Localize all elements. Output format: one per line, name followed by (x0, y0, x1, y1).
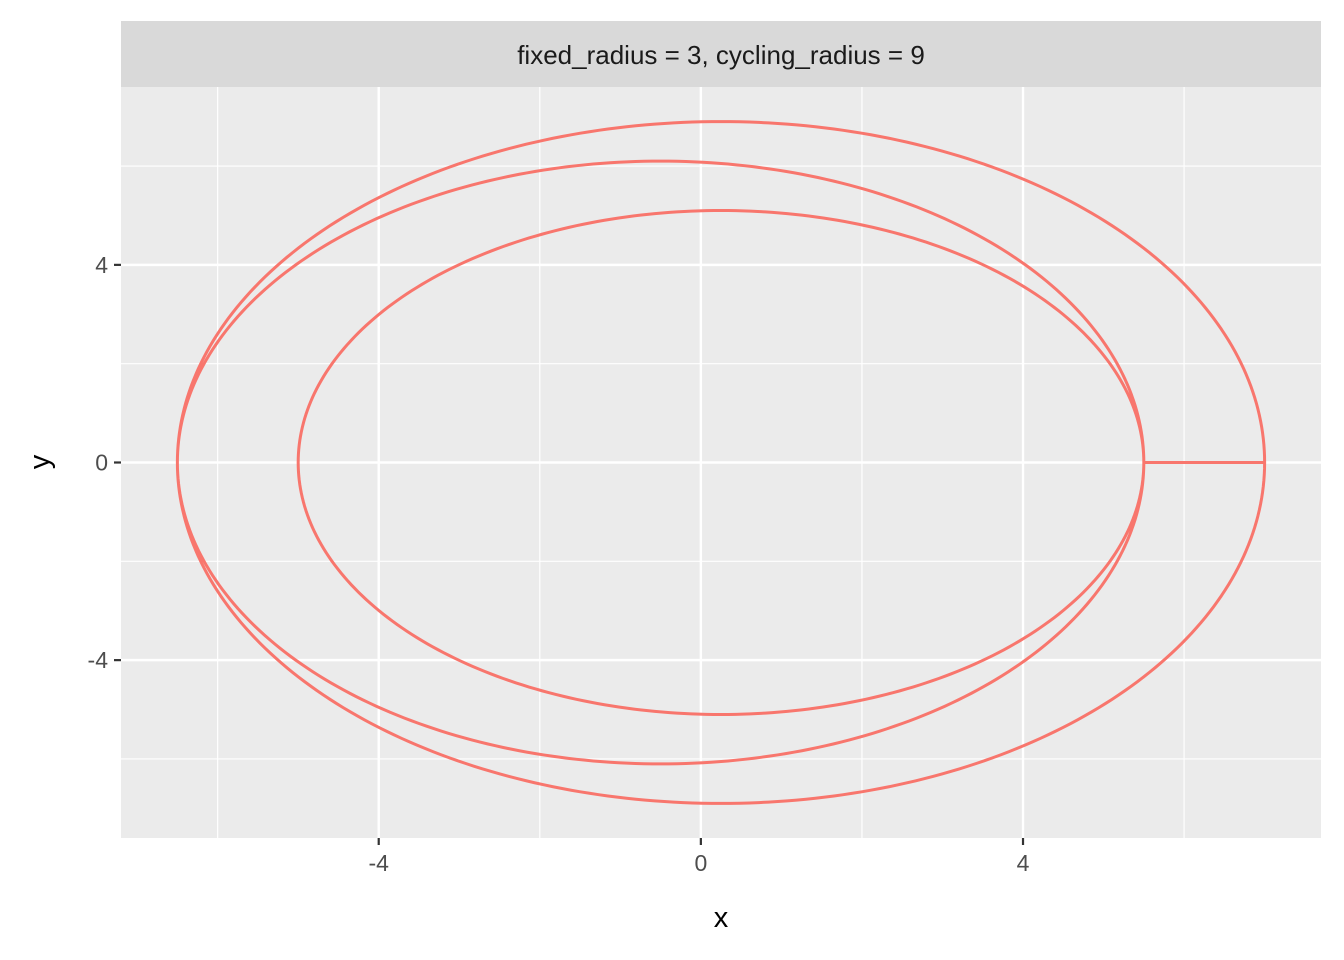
facet-strip-label: fixed_radius = 3, cycling_radius = 9 (517, 40, 925, 70)
x-tick-label: 4 (1017, 850, 1030, 876)
y-tick-label: 0 (95, 450, 108, 476)
facet-strip (121, 21, 1321, 87)
grid-major (121, 87, 1321, 838)
curve-line (175, 120, 1267, 805)
x-tick-label: -4 (368, 850, 389, 876)
x-tick-label: 0 (694, 850, 707, 876)
curve-layer (175, 120, 1267, 805)
y-tick-label: -4 (88, 647, 109, 673)
x-axis-title: x (714, 902, 729, 934)
y-axis: -4 0 4 (88, 252, 121, 673)
y-axis-title: y (24, 454, 56, 469)
y-tick-label: 4 (95, 252, 108, 278)
x-axis: -4 0 4 (368, 838, 1030, 876)
